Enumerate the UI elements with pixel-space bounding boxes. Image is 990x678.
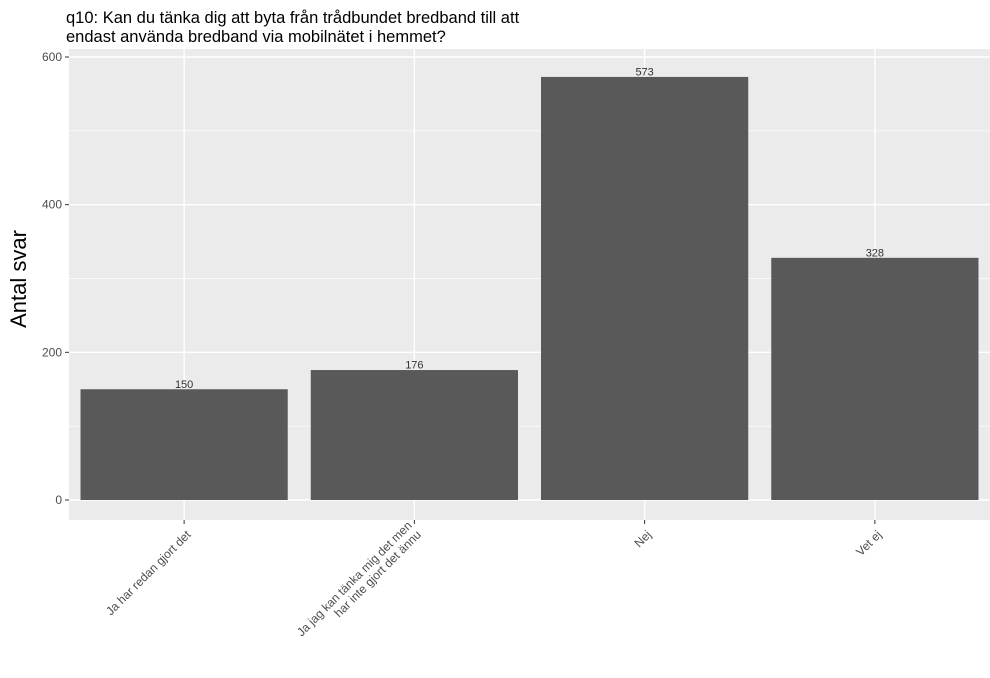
bar-value-label: 150 — [175, 379, 193, 391]
bar-value-label: 176 — [405, 360, 423, 372]
bar — [541, 76, 749, 500]
x-tick-label-line: Vet ej — [853, 528, 884, 559]
x-tick-label-line: Ja jag kan tänka mig det men — [294, 518, 415, 639]
value-labels: 150 176 573 328 — [175, 66, 884, 390]
y-axis: 0 200 400 600 — [42, 50, 69, 507]
x-tick-label-line: har inte gjort det ännu — [331, 528, 423, 620]
bar-value-label: 573 — [635, 66, 653, 78]
x-tick-label: Vet ej — [853, 528, 884, 559]
bar-value-label: 328 — [866, 247, 884, 259]
bar — [80, 389, 288, 500]
x-tick-label-line: Nej — [631, 528, 654, 551]
bar — [771, 257, 979, 500]
x-tick-label-line: Ja har redan gjort det — [103, 527, 194, 618]
y-tick-label: 0 — [55, 493, 62, 507]
y-tick-label: 200 — [42, 345, 62, 359]
y-axis-title: Antal svar — [6, 230, 31, 328]
x-axis: Ja har redan gjort det Ja jag kan tänka m… — [103, 518, 884, 639]
x-tick-label: Nej — [631, 528, 654, 551]
y-tick-label: 400 — [42, 198, 62, 212]
bars — [80, 76, 979, 500]
y-tick-label: 600 — [42, 50, 62, 64]
bar — [310, 370, 518, 500]
chart-title-line: q10: Kan du tänka dig att byta från tråd… — [66, 9, 520, 27]
chart-title-line: endast använda bredband via mobilnätet i… — [66, 28, 446, 46]
chart-title: q10: Kan du tänka dig att byta från tråd… — [66, 9, 520, 46]
x-tick-label: Ja har redan gjort det — [103, 527, 194, 618]
